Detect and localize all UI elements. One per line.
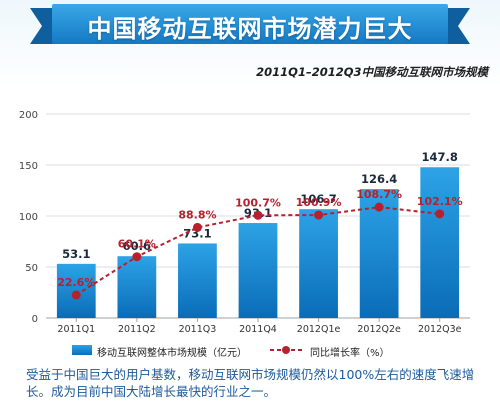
growth-point (435, 209, 445, 219)
growth-value-label: 100.9% (296, 196, 342, 209)
bar (299, 209, 338, 318)
y-tick-label: 0 (32, 314, 38, 325)
banner-ribbon-shape (30, 4, 470, 44)
bar-value-label: 53.1 (62, 247, 90, 261)
banner-body (52, 4, 448, 44)
x-tick-label: 2011Q4 (239, 324, 277, 335)
growth-point (132, 252, 142, 262)
bar (238, 223, 278, 318)
legend-line-label: 同比增长率（%） (310, 348, 390, 359)
growth-point (374, 202, 384, 212)
chart-subtitle: 2011Q1–2012Q3中国移动互联网市场规模 (256, 65, 488, 79)
bar-value-label: 147.8 (422, 150, 458, 164)
x-tick-label: 2012Q2e (357, 324, 401, 335)
banner-title: 中国移动互联网市场潜力巨大 (87, 15, 413, 43)
bar-value-label: 73.1 (183, 226, 211, 240)
x-tick-label: 2012Q3e (418, 324, 462, 335)
y-tick-label: 50 (25, 263, 38, 274)
growth-line-series (71, 202, 445, 300)
title-banner: 中国移动互联网市场潜力巨大 (30, 4, 470, 48)
y-axis: 0 50 100 150 200 (19, 110, 38, 325)
bar-series (56, 167, 460, 318)
x-tick-label: 2011Q2 (118, 324, 156, 335)
legend-bar-swatch (72, 345, 92, 355)
growth-point (253, 210, 263, 220)
x-tick-label: 2011Q1 (57, 324, 95, 335)
growth-value-label: 60.1% (118, 238, 156, 251)
legend-bar-label: 移动互联网整体市场规模（亿元） (97, 348, 247, 359)
growth-value-label: 22.6% (57, 276, 95, 289)
growth-value-label: 108.7% (356, 188, 402, 201)
bar-value-label: 60.6 (123, 239, 151, 253)
growth-value-labels: 22.6% 60.1% 88.8% 100.7% 100.9% 108.7% 102.1% (57, 188, 462, 289)
x-axis: 2011Q1 2011Q2 2011Q3 2011Q4 2012Q1e 2012Q2e 20… (57, 318, 462, 335)
bar (117, 256, 157, 318)
bar (178, 243, 217, 318)
bar (420, 167, 460, 318)
x-tick-label: 2011Q3 (179, 324, 217, 335)
y-tick-label: 150 (19, 161, 38, 172)
footnote: 受益于中国巨大的用户基数，移动互联网市场规模仍然以100%左右的速度飞速增长。成… (26, 367, 475, 399)
growth-point (71, 290, 81, 300)
growth-value-label: 100.7% (235, 196, 281, 209)
growth-value-label: 88.8% (178, 208, 216, 221)
growth-value-label: 102.1% (417, 195, 463, 208)
x-tick-label: 2012Q1e (297, 324, 341, 335)
bar-value-label: 106.7 (300, 192, 336, 206)
growth-point (314, 210, 324, 220)
bar-value-label: 126.4 (361, 172, 397, 186)
y-tick-label: 100 (19, 212, 38, 223)
legend: 移动互联网整体市场规模（亿元） 同比增长率（%） (0, 340, 500, 362)
y-tick-label: 200 (19, 110, 38, 121)
growth-point (192, 222, 202, 232)
legend-line-swatch (270, 346, 302, 354)
